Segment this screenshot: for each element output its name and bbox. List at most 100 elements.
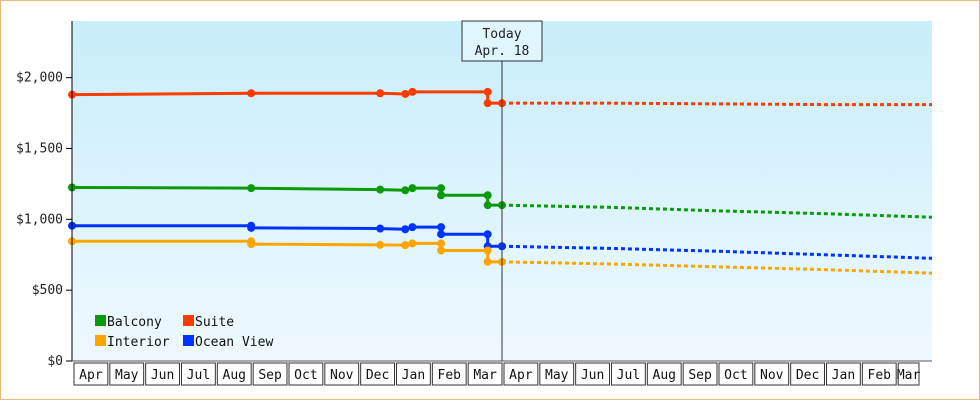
x-tick-label: Aug: [653, 368, 676, 383]
data-point: [247, 240, 256, 249]
x-tick-box: [861, 362, 897, 386]
data-point: [437, 239, 446, 248]
data-point: [437, 223, 446, 232]
data-point: [408, 239, 417, 248]
legend-swatch: [183, 315, 194, 326]
x-tick-box: [324, 362, 360, 386]
x-tick-label: Aug: [223, 368, 246, 383]
series-layer: [68, 87, 933, 275]
x-tick-label: Mar: [473, 368, 497, 383]
y-tick-label: $500: [32, 283, 63, 298]
data-point: [483, 191, 492, 200]
x-tick-box: [539, 362, 575, 386]
forecast-line: [501, 260, 933, 275]
data-point: [376, 224, 385, 233]
x-tick-box: [467, 362, 503, 386]
data-point: [247, 89, 256, 98]
data-point: [376, 89, 385, 98]
data-point: [483, 246, 492, 255]
y-tick-label: $1,000: [16, 212, 63, 227]
x-tick-box: [216, 362, 252, 386]
x-tick-label: May: [115, 368, 139, 383]
data-point: [483, 201, 492, 210]
y-tick-label: $2,000: [16, 71, 63, 86]
x-tick-box: [826, 362, 861, 386]
data-point: [401, 89, 410, 98]
data-point: [437, 191, 446, 200]
x-tick-box: [360, 362, 395, 386]
x-tick-box: [288, 362, 324, 386]
x-tick-label: Jan: [832, 368, 855, 383]
legend-label: Balcony: [107, 315, 162, 330]
data-point: [483, 257, 492, 266]
today-label: Today: [482, 27, 521, 42]
x-tick-box: [611, 362, 646, 386]
x-tick-box: [718, 362, 754, 386]
today-box: [461, 20, 543, 62]
x-tick-label: Apr: [79, 368, 103, 383]
x-tick-box: [431, 362, 467, 386]
x-tick-box: [503, 362, 539, 386]
x-tick-box: [252, 362, 288, 386]
data-point: [408, 184, 417, 193]
data-point: [483, 99, 492, 108]
data-point: [437, 246, 446, 255]
x-tick-box: [754, 362, 790, 386]
y-tick-label: $0: [47, 354, 63, 369]
data-point: [247, 184, 256, 193]
x-tick-box: [682, 362, 718, 386]
x-tick-box: [396, 362, 431, 386]
x-tick-label: Jan: [402, 368, 425, 383]
data-point: [247, 223, 256, 232]
data-point: [408, 87, 417, 96]
x-tick-label: Nov: [760, 368, 784, 383]
x-tick-label: Jul: [187, 368, 210, 383]
data-point: [401, 186, 410, 195]
forecast-line: [501, 203, 933, 219]
x-tick-box: [897, 362, 920, 386]
x-tick-box: [145, 362, 181, 386]
x-tick-box: [73, 362, 109, 386]
data-point: [483, 87, 492, 96]
x-tick-label: Nov: [330, 368, 354, 383]
x-tick-label: Oct: [294, 368, 317, 383]
x-tick-label: Jun: [581, 368, 604, 383]
axes-layer: $0 $500 $1,000 $1,500 $2,000 Apr May Jun Jul Aug S…: [16, 21, 932, 386]
data-point: [376, 185, 385, 194]
data-point: [408, 223, 417, 232]
legend-swatch: [183, 335, 194, 346]
legend: Balcony Suite Interior Ocean View: [95, 315, 273, 350]
forecast-line: [501, 244, 933, 260]
x-tick-label: Oct: [724, 368, 747, 383]
x-tick-label: Mar: [897, 368, 921, 383]
x-tick-label: Feb: [438, 368, 462, 383]
forecast-line: [502, 101, 932, 107]
x-tick-label: Feb: [868, 368, 892, 383]
x-tick-label: Dec: [796, 368, 819, 383]
data-point: [437, 230, 446, 239]
x-tick-label: Apr: [509, 368, 533, 383]
data-point: [401, 241, 410, 250]
x-tick-box: [181, 362, 216, 386]
y-tick-label: $1,500: [16, 142, 63, 157]
x-tick-label: Jul: [617, 368, 640, 383]
data-point: [483, 230, 492, 239]
x-tick-box: [575, 362, 611, 386]
legend-label: Suite: [195, 315, 234, 330]
x-tick-label: Sep: [258, 368, 282, 383]
x-tick-label: Dec: [366, 368, 389, 383]
x-tick-label: Jun: [151, 368, 174, 383]
series-line: [71, 185, 502, 207]
x-tick-label: May: [545, 368, 569, 383]
data-point: [437, 184, 446, 193]
legend-swatch: [95, 315, 106, 326]
data-point: [401, 225, 410, 234]
legend-label: Interior: [107, 335, 170, 350]
x-tick-box: [109, 362, 145, 386]
legend-label: Ocean View: [195, 335, 273, 350]
data-point: [376, 240, 385, 249]
today-marker: Today Apr. 18: [461, 20, 543, 361]
today-date: Apr. 18: [475, 44, 530, 59]
